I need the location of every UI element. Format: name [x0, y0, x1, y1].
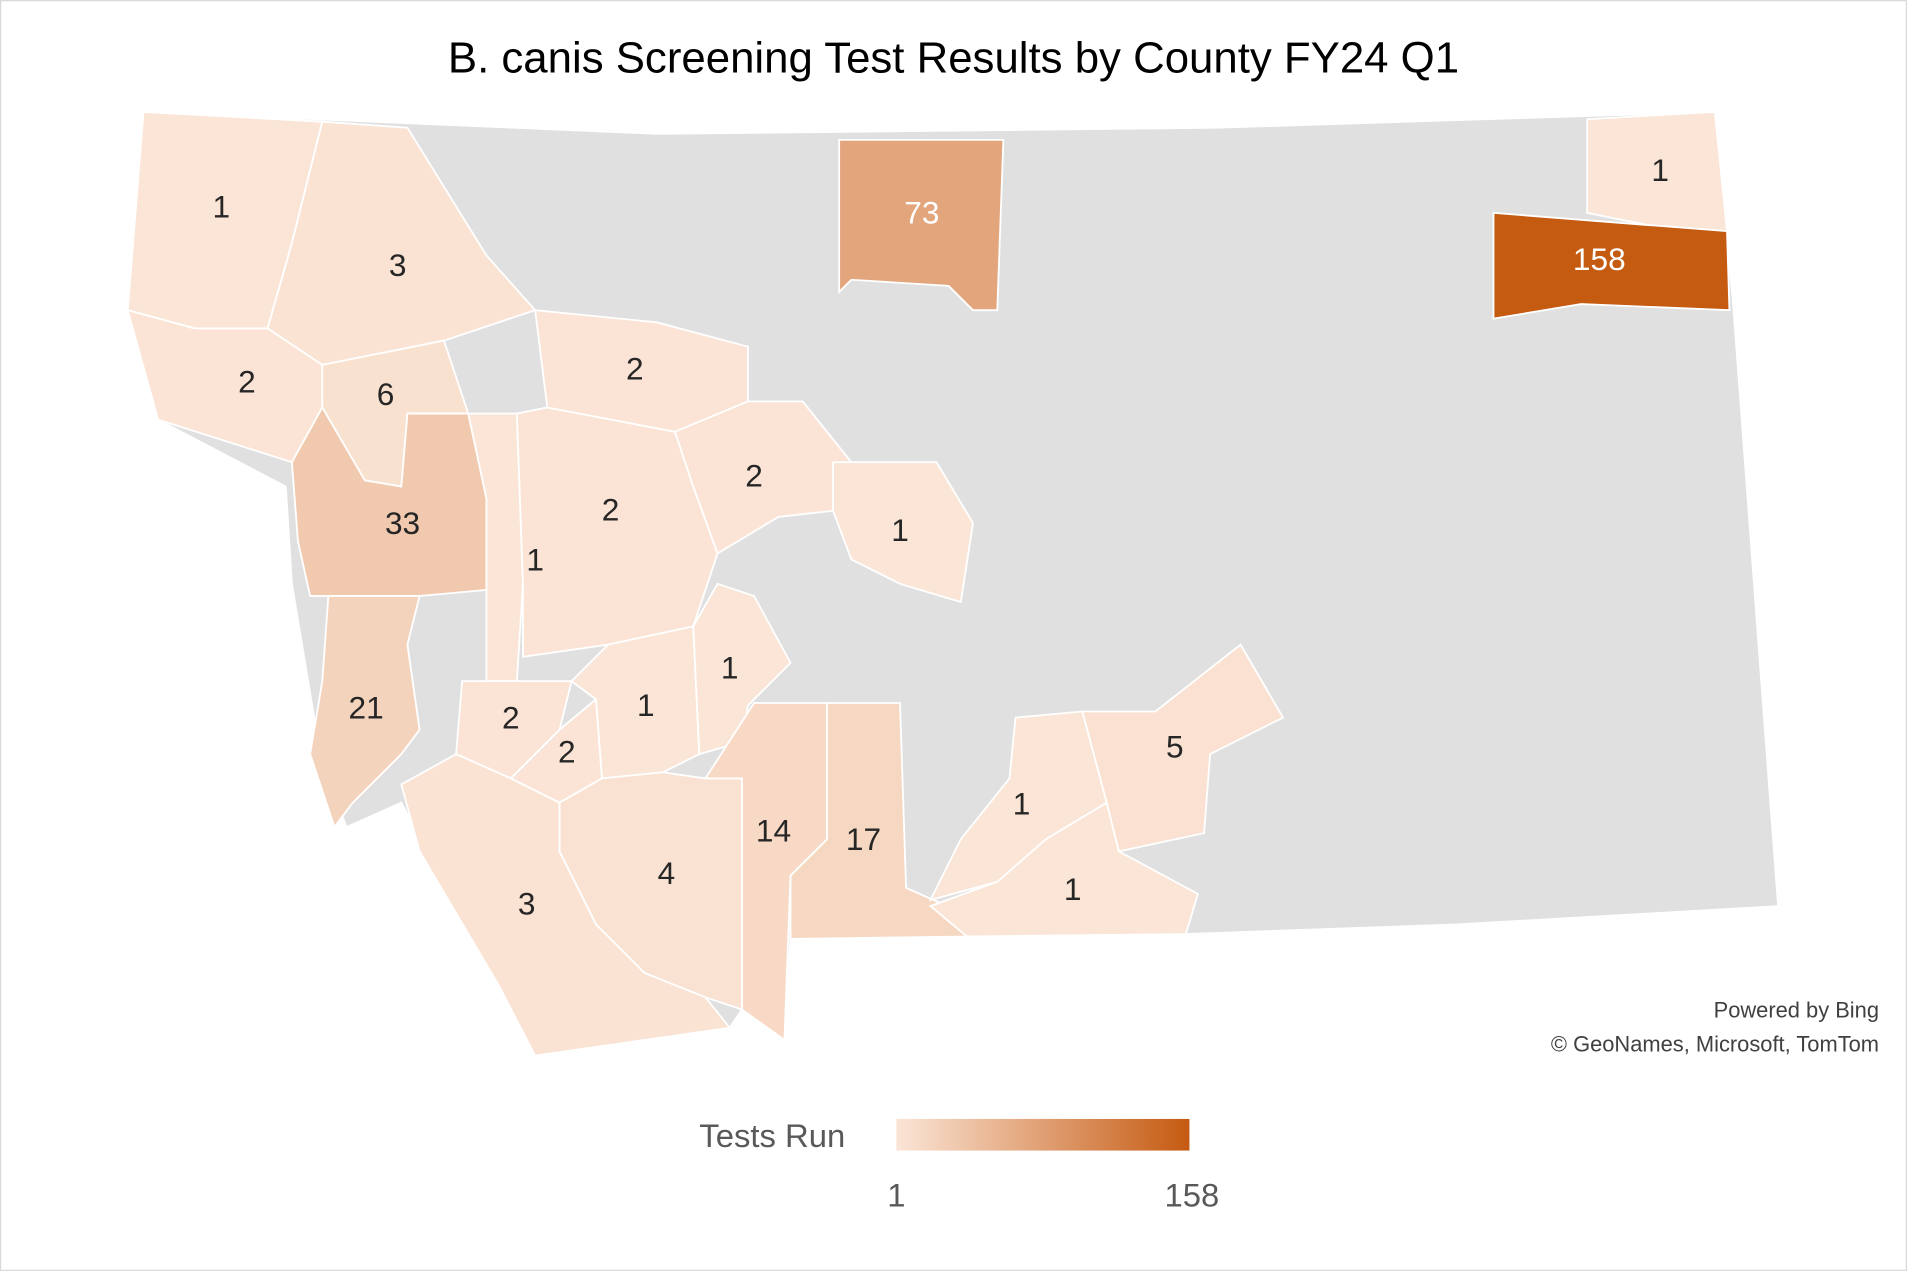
county-label: 17 — [846, 821, 881, 857]
county-label: 1 — [891, 512, 909, 548]
attribution: © GeoNames, Microsoft, TomTom — [1551, 1032, 1879, 1057]
county — [832, 461, 974, 604]
county-label: 14 — [756, 812, 791, 848]
county-label: 1 — [1064, 871, 1082, 907]
county — [1492, 211, 1731, 320]
county-label: 1 — [213, 189, 231, 225]
county-label: 1 — [721, 650, 739, 686]
county-label: 4 — [658, 855, 676, 891]
county-label: 1 — [637, 687, 655, 723]
regions — [126, 110, 1731, 1057]
county-label: 2 — [602, 491, 620, 527]
county-label: 33 — [385, 505, 420, 541]
county-label: 3 — [518, 885, 536, 921]
county-label: 21 — [348, 690, 383, 726]
county — [838, 138, 1005, 312]
attribution: Powered by Bing — [1714, 998, 1879, 1023]
county — [309, 595, 421, 829]
county-label: 6 — [377, 376, 395, 412]
county — [1081, 643, 1285, 853]
county-label: 2 — [558, 733, 576, 769]
county-label: 5 — [1166, 729, 1184, 765]
county-label: 2 — [745, 457, 763, 493]
legend-title: Tests Run — [699, 1117, 845, 1154]
legend-gradient — [896, 1118, 1190, 1151]
county — [570, 625, 701, 780]
county — [400, 753, 732, 1057]
map-title: B. canis Screening Test Results by Count… — [448, 33, 1459, 82]
county-label: 3 — [389, 247, 407, 283]
county-label: 158 — [1573, 241, 1626, 277]
county-label: 1 — [1651, 152, 1669, 188]
legend-min: 1 — [887, 1177, 905, 1214]
county-label: 1 — [526, 541, 544, 577]
county-label: 73 — [904, 195, 939, 231]
county — [928, 801, 1200, 938]
county-label: 2 — [626, 350, 644, 386]
county-label: 2 — [238, 364, 256, 400]
county-label: 2 — [502, 699, 520, 735]
county-label: 1 — [1013, 786, 1031, 822]
legend-max: 158 — [1164, 1177, 1219, 1214]
county — [692, 582, 792, 756]
